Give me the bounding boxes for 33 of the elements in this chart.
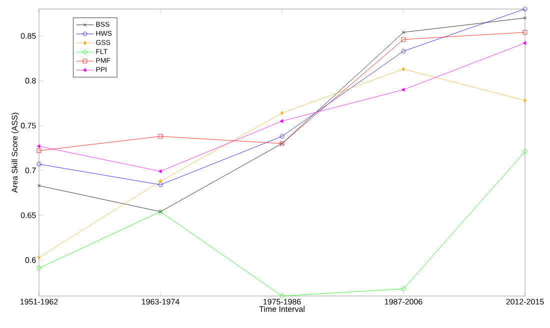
y-axis-title: Area Skill Score (ASS) [12,112,20,193]
x-tick-label: 1987-2006 [384,298,422,305]
point [401,286,406,292]
x-tick-label: 2012-2015 [506,298,544,305]
point [280,119,284,124]
point [522,30,528,35]
y-tick-label: 0.6 [25,257,36,263]
point [280,110,284,116]
point [522,41,526,46]
point [402,66,406,72]
x-axis-title: Time Interval [259,306,304,312]
point [401,37,406,42]
y-tick-label: 0.65 [20,212,36,218]
y-tick-label: 0.85 [20,33,36,39]
point [280,294,284,298]
point [36,144,40,148]
point [401,48,406,54]
point [402,30,406,34]
y-tick-label: 0.8 [25,78,36,84]
x-tick-label: 1951-1962 [20,298,58,305]
y-tick-label: 0.75 [20,122,36,128]
point [36,148,42,153]
point [158,134,163,139]
point [401,88,405,92]
x-tick-label: 1975-1986 [263,298,301,305]
point [37,255,41,260]
point [280,134,284,139]
point [158,169,162,174]
point [523,98,527,103]
point [158,178,162,184]
point [158,182,163,187]
x-tick-label: 1963-1974 [142,298,180,305]
y-tick-label: 0.7 [25,168,36,174]
